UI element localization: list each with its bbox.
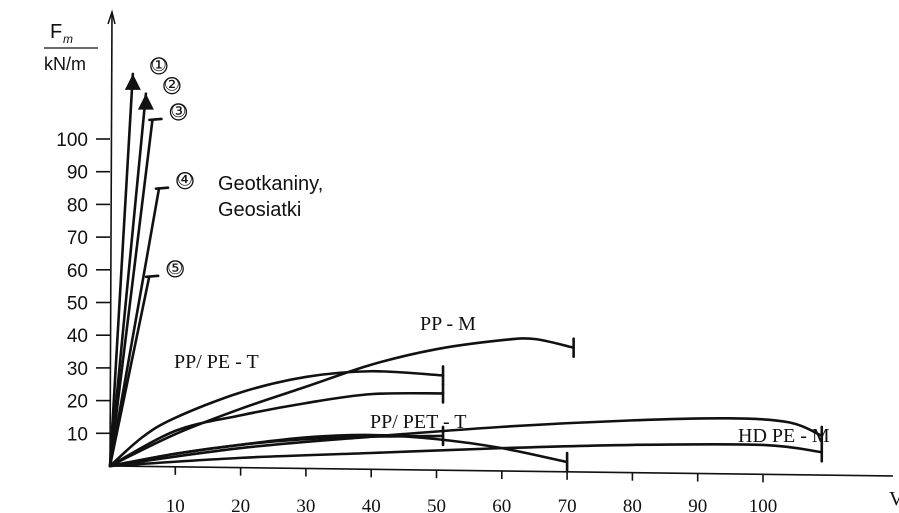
x-axis-label: V [889,488,899,510]
numbered-series-2-marker: ② [164,75,180,95]
x-tick-label-1: 20 [231,496,250,513]
ticks-layer: 10 20 30 40 50 60 70 80 90 100 10 20 30 40 50 60 70 80 90 1… [56,130,777,513]
x-axis [109,465,894,477]
x-tick-label-4: 50 [427,496,446,513]
series-layer: PP - M PP/ PE - T PP/ PET - T HD PE - M [108,313,830,473]
numbered-series-5-end-bar [144,274,160,279]
y-axis-label-subscript: m [63,32,73,46]
x-tick-label-8: 90 [688,496,707,513]
series-6-line [108,416,824,468]
series-7-line [108,442,824,468]
numbered-series-3-end-bar [148,117,163,122]
y-tick-label-5: 60 [67,261,88,282]
y-tick-label-4: 50 [67,294,88,315]
y-tick-label-6: 70 [67,228,88,249]
numbered-series-5-marker: ⑤ [167,258,183,278]
y-axis [109,13,113,467]
numbered-series-2-marker-circle [163,77,181,95]
group-annotation-line-2: Geosiatki [218,199,301,221]
series-3-line [108,391,445,468]
numbered-series-3-line [108,118,154,468]
y-tick-label-1: 20 [67,392,88,413]
y-tick-label-9: 100 [56,130,88,151]
x-tick-label-9: 100 [749,496,778,513]
y-tick-label-2: 30 [67,359,88,380]
numbered-series-5-marker-circle [166,260,184,278]
x-tick-label-6: 70 [558,496,577,513]
numbered-series-1-marker: ① [151,55,167,75]
series-2-line [108,369,445,468]
numbered-series-4-marker-circle [176,172,194,190]
series-1-label: PP - M [420,313,476,335]
numbered-series-5-line [108,275,151,468]
y-tick-label-7: 80 [67,195,88,216]
y-tick-label-0: 10 [67,424,88,445]
series-4-label: PP/ PET - T [370,411,467,433]
x-tick-label-7: 80 [623,496,642,513]
x-tick-label-5: 60 [492,496,511,513]
y-axis-label-symbol: F [50,21,62,43]
y-tick-label-8: 90 [67,163,88,184]
numbered-series-2-arrowhead [137,93,154,110]
x-tick-label-0: 10 [166,496,185,513]
series-1-line [108,337,575,468]
numbered-series-4-end-bar [154,186,170,190]
x-tick-label-3: 40 [362,496,381,513]
y-axis-label-unit: kN/m [44,54,86,74]
numbered-series-layer: ①② ③ ④ ⑤ [108,55,194,468]
y-axis-arrow [107,9,116,25]
numbered-series-3-marker: ③ [170,101,186,121]
numbered-series-4-line [108,187,161,468]
series-6-label: HD PE - M [738,425,830,447]
series-2-label: PP/ PE - T [174,351,259,373]
group-annotation-line-1: Geotkaniny, [218,173,323,195]
numbered-series-4-marker: ④ [177,170,193,190]
numbered-series-1-arrowhead [124,73,141,90]
numbered-series-1-marker-circle [150,57,168,75]
x-tick-label-2: 30 [296,496,315,513]
y-tick-label-3: 40 [67,326,88,347]
numbered-series-1-line [108,72,135,468]
numbered-series-3-marker-circle [169,103,188,121]
numbered-series-2-line [108,92,148,468]
